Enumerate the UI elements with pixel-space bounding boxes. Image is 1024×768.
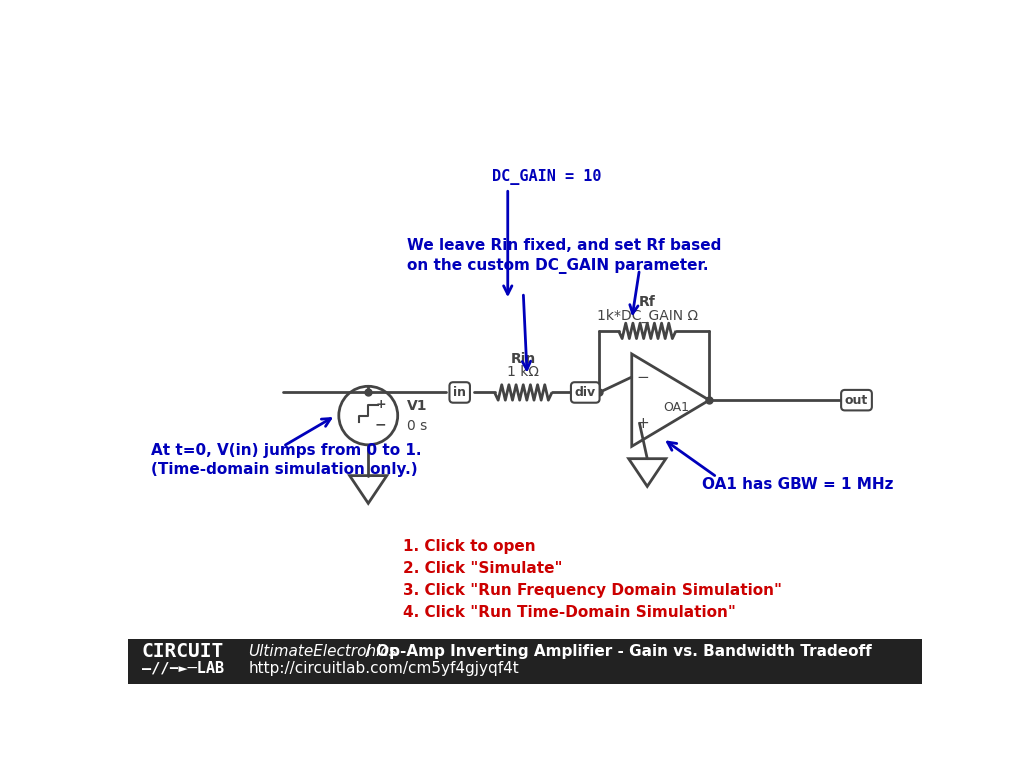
Text: +: + bbox=[376, 399, 386, 412]
Text: CIRCUIT: CIRCUIT bbox=[142, 642, 224, 660]
Bar bbox=[128, 639, 922, 684]
Text: At t=0, V(in) jumps from 0 to 1.
(Time-domain simulation only.): At t=0, V(in) jumps from 0 to 1. (Time-d… bbox=[152, 442, 422, 477]
Text: DC_GAIN = 10: DC_GAIN = 10 bbox=[493, 169, 602, 185]
Text: / Op-Amp Inverting Amplifier - Gain vs. Bandwidth Tradeoff: / Op-Amp Inverting Amplifier - Gain vs. … bbox=[360, 644, 872, 659]
Text: +: + bbox=[636, 415, 649, 431]
Text: UltimateElectronics: UltimateElectronics bbox=[248, 644, 397, 659]
Text: OA1 has GBW = 1 MHz: OA1 has GBW = 1 MHz bbox=[701, 478, 893, 492]
Text: http://circuitlab.com/cm5yf4gjyqf4t: http://circuitlab.com/cm5yf4gjyqf4t bbox=[248, 661, 519, 677]
Text: −: − bbox=[375, 418, 386, 432]
Text: 1 kΩ: 1 kΩ bbox=[507, 365, 540, 379]
Text: Rin: Rin bbox=[511, 352, 536, 366]
Text: in: in bbox=[454, 386, 466, 399]
Text: out: out bbox=[845, 394, 868, 407]
Text: 1. Click to open
2. Click "Simulate"
3. Click "Run Frequency Domain Simulation"
: 1. Click to open 2. Click "Simulate" 3. … bbox=[403, 539, 782, 621]
Text: div: div bbox=[574, 386, 596, 399]
Text: −: − bbox=[636, 369, 649, 385]
Text: —∕∕−►─LAB: —∕∕−►─LAB bbox=[142, 660, 224, 676]
Text: 1k*DC_GAIN Ω: 1k*DC_GAIN Ω bbox=[597, 309, 697, 323]
Text: We leave Rin fixed, and set Rf based
on the custom DC_GAIN parameter.: We leave Rin fixed, and set Rf based on … bbox=[407, 238, 721, 274]
Text: V1: V1 bbox=[407, 399, 427, 413]
Text: OA1: OA1 bbox=[664, 402, 690, 415]
Text: Rf: Rf bbox=[639, 296, 655, 310]
Text: 0 s: 0 s bbox=[407, 419, 427, 433]
